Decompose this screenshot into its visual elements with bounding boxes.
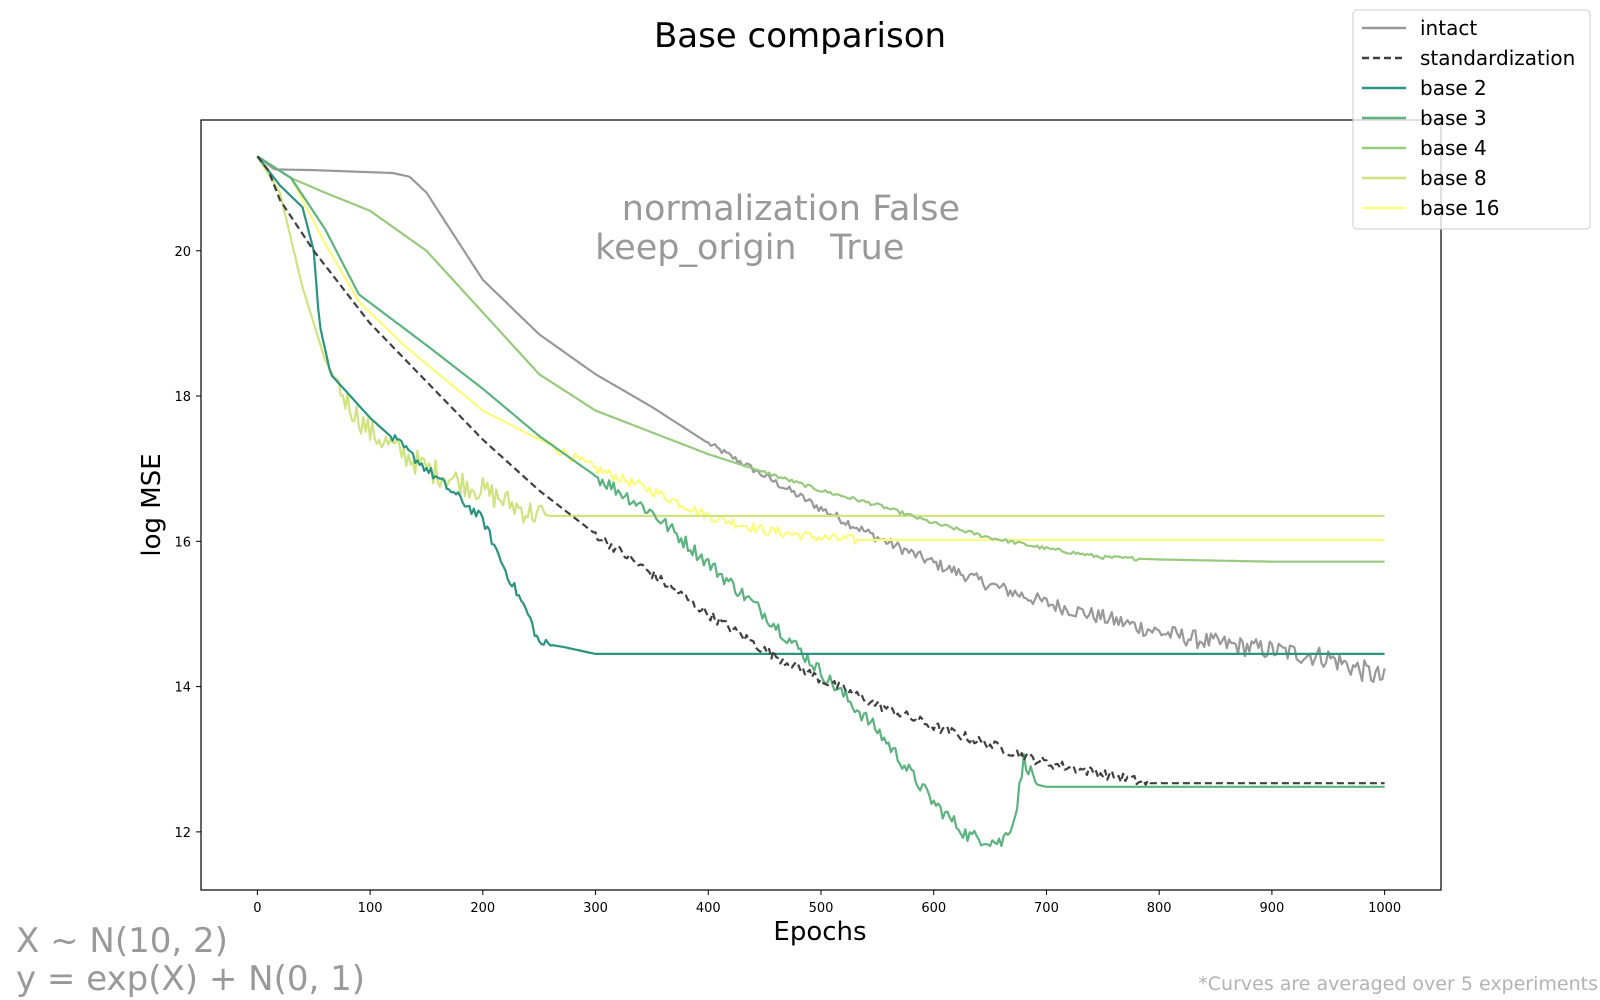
legend-frame bbox=[1352, 9, 1591, 230]
legend-label-base-3: base 3 bbox=[1420, 106, 1487, 130]
legend-label-standardization: standardization bbox=[1420, 46, 1575, 70]
x-axis-label: Epochs bbox=[773, 917, 866, 947]
series-line-standardization bbox=[256, 155, 1385, 786]
legend: intact standardization base 2 base 3 base 4 b… bbox=[1352, 9, 1591, 230]
x-tick-label: 900 bbox=[1259, 901, 1284, 916]
series-layer bbox=[256, 155, 1386, 848]
series-line-intact bbox=[256, 155, 1386, 683]
series-line-base-16 bbox=[256, 155, 1385, 545]
annotation-box: normalization False keep_origin True bbox=[517, 189, 960, 268]
y-tick-label: 14 bbox=[174, 681, 191, 696]
y-axis: 12 14 16 18 20 bbox=[174, 245, 201, 841]
y-tick-label: 12 bbox=[174, 826, 191, 841]
y-tick-label: 16 bbox=[174, 535, 191, 550]
annotation-value-normalization: False bbox=[872, 189, 960, 229]
legend-label-intact: intact bbox=[1420, 16, 1477, 40]
annotation-key-keep-origin: keep_origin bbox=[595, 228, 796, 268]
footnote: *Curves are averaged over 5 experiments bbox=[1198, 973, 1598, 995]
series-line-base-2 bbox=[256, 155, 1385, 655]
x-tick-label: 300 bbox=[583, 901, 608, 916]
x-tick-label: 700 bbox=[1034, 901, 1059, 916]
annotation-value-keep-origin: True bbox=[829, 228, 904, 268]
y-tick-label: 20 bbox=[174, 245, 191, 260]
x-tick-label: 1000 bbox=[1368, 901, 1401, 916]
legend-label-base-8: base 8 bbox=[1420, 166, 1487, 190]
x-axis: 0 100 200 300 400 500 600 700 800 900 1000 bbox=[253, 890, 1401, 916]
x-tick-label: 100 bbox=[358, 901, 383, 916]
chart-title: Base comparison bbox=[654, 16, 946, 56]
y-tick-label: 18 bbox=[174, 390, 191, 405]
svg-text:keep_origin True: keep_origin True bbox=[517, 228, 960, 268]
legend-label-base-2: base 2 bbox=[1420, 76, 1487, 100]
formula-x: X ~ N(10, 2) bbox=[16, 921, 228, 961]
series-line-base-4 bbox=[256, 155, 1385, 563]
x-tick-label: 0 bbox=[253, 901, 261, 916]
x-tick-label: 800 bbox=[1147, 901, 1172, 916]
series-line-base-3 bbox=[256, 155, 1385, 848]
formula-y: y = exp(X) + N(0, 1) bbox=[16, 959, 365, 999]
x-tick-label: 500 bbox=[809, 901, 834, 916]
annotation-key-normalization: normalization bbox=[622, 189, 861, 229]
x-tick-label: 600 bbox=[921, 901, 946, 916]
x-tick-label: 400 bbox=[696, 901, 721, 916]
svg-text:normalization False: normalization False bbox=[622, 189, 960, 229]
legend-label-base-4: base 4 bbox=[1420, 136, 1487, 160]
y-axis-label: log MSE bbox=[137, 453, 167, 556]
x-tick-label: 200 bbox=[470, 901, 495, 916]
legend-label-base-16: base 16 bbox=[1420, 196, 1499, 220]
